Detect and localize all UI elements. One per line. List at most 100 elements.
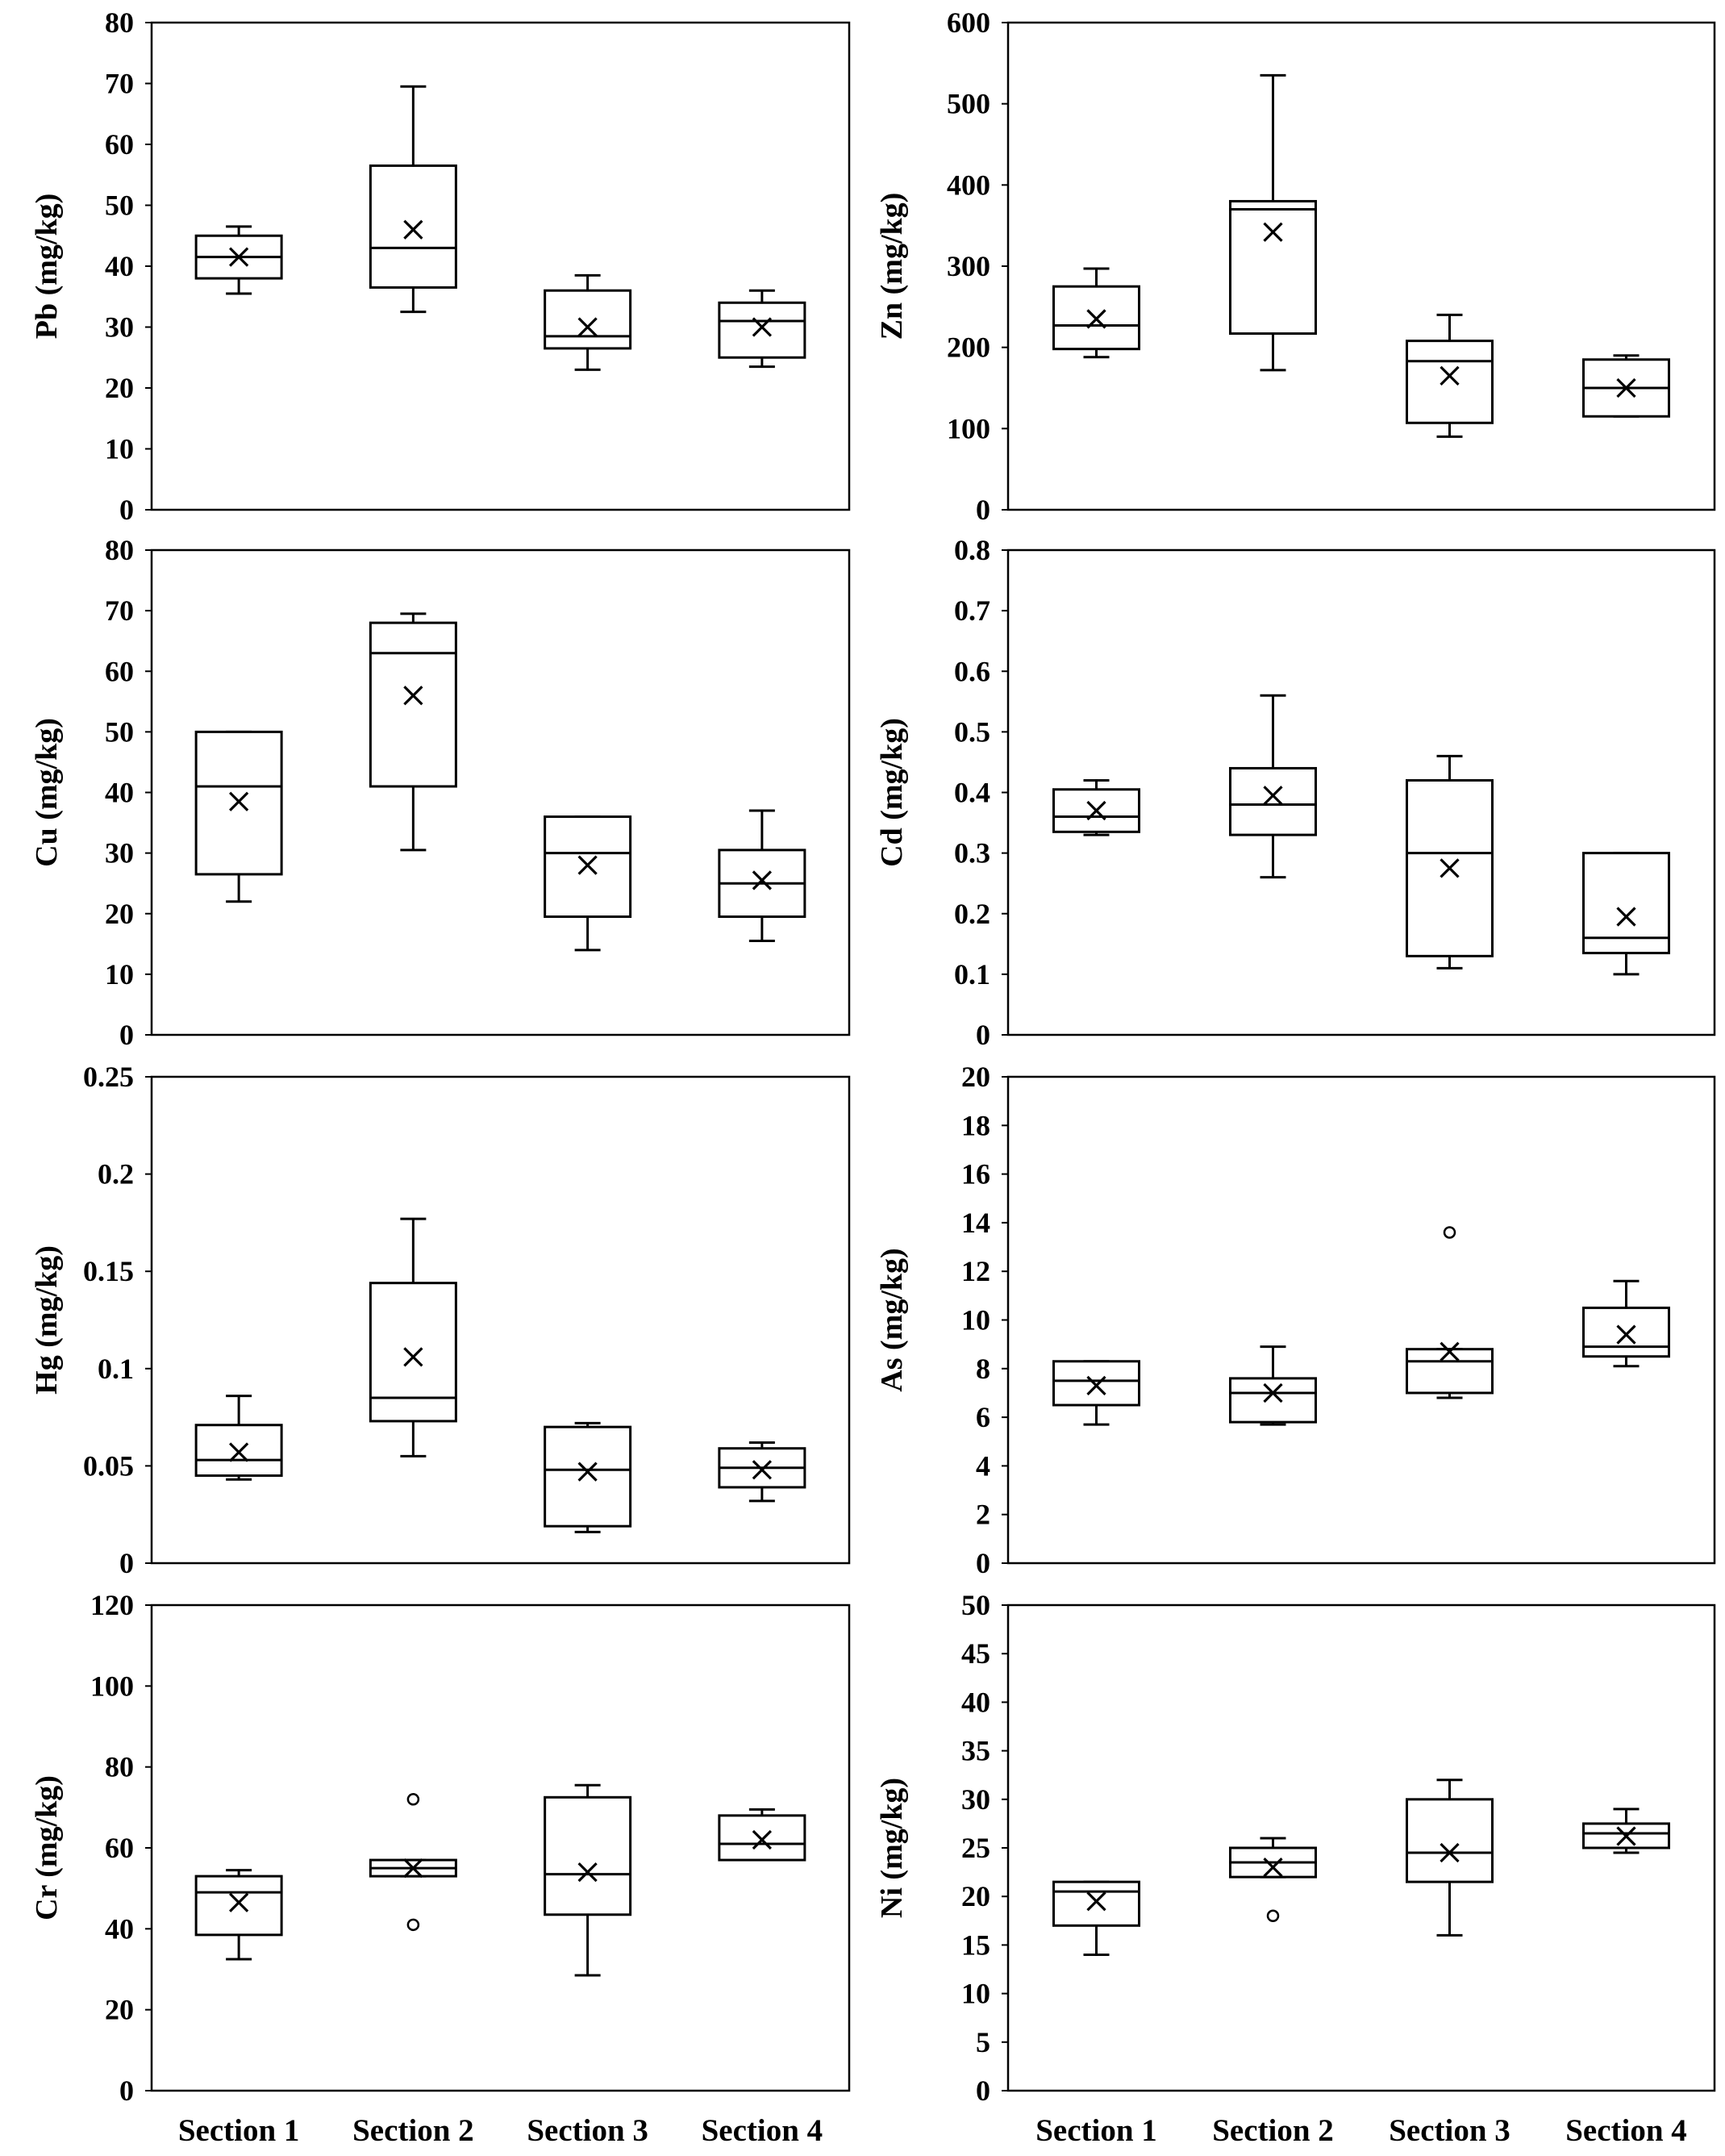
- box-section-3: [544, 273, 632, 371]
- box-section-2: [369, 612, 457, 852]
- y-tick-label: 10: [961, 1978, 990, 2010]
- mean-marker: [1086, 1375, 1106, 1396]
- y-tick-label: 0: [976, 2075, 990, 2107]
- mean-marker: [1616, 377, 1636, 398]
- y-axis-label: Hg (mg/kg): [30, 1245, 64, 1395]
- x-category-label: Section 2: [352, 2113, 474, 2148]
- iqr-box: [1406, 1798, 1494, 1883]
- iqr-box: [194, 1875, 283, 1937]
- mean-marker: [752, 317, 773, 337]
- mean-marker: [1086, 309, 1106, 329]
- y-tick-label: 16: [961, 1158, 990, 1191]
- y-tick-label: 0: [976, 1019, 990, 1051]
- mean-marker: [228, 247, 249, 267]
- mean-marker: [1263, 786, 1283, 806]
- y-axis-label: Ni (mg/kg): [875, 1778, 909, 1918]
- box-section-1: [1052, 1360, 1140, 1426]
- box-section-4: [718, 289, 806, 369]
- mean-marker: [752, 1460, 773, 1480]
- y-tick-label: 80: [105, 1751, 134, 1783]
- box-section-1: [194, 225, 283, 295]
- iqr-box: [718, 1814, 806, 1862]
- box-section-1: [1052, 267, 1140, 359]
- box-section-3: [544, 1783, 632, 1977]
- y-tick-label: 400: [947, 169, 990, 201]
- plot-frame: [150, 1075, 851, 1565]
- box-section-3: [1406, 313, 1494, 438]
- box-section-4: [1582, 852, 1670, 976]
- y-axis-label: Cr (mg/kg): [30, 1775, 64, 1920]
- box-section-4: [718, 1808, 806, 1862]
- y-tick-label: 0.8: [954, 534, 990, 566]
- iqr-box: [194, 1424, 283, 1477]
- y-tick-label: 0: [119, 1547, 134, 1579]
- iqr-box: [1406, 1348, 1494, 1395]
- mean-marker: [403, 686, 423, 706]
- mean-marker: [403, 1347, 423, 1367]
- panel-cu: 0 10 20 30 40 50 60 70 80 Cu (mg/kg): [30, 534, 851, 1051]
- iqr-box: [1582, 1822, 1670, 1849]
- mean-marker: [577, 855, 598, 875]
- y-tick-label: 40: [105, 1912, 134, 1945]
- panel-zn: 0 100 200 300 400 500 600 Zn (mg/kg): [875, 6, 1716, 526]
- box-section-1: [194, 1395, 283, 1481]
- mean-marker: [1086, 1891, 1106, 1912]
- y-axis-label: Pb (mg/kg): [30, 194, 64, 340]
- iqr-box: [1582, 1306, 1670, 1358]
- mean-marker: [1440, 858, 1460, 878]
- y-tick-label: 12: [961, 1255, 990, 1287]
- box-section-4: [1582, 354, 1670, 418]
- y-tick-label: 60: [105, 1832, 134, 1864]
- y-tick-label: 6: [976, 1401, 990, 1433]
- mean-marker: [752, 870, 773, 890]
- box-section-3: [1406, 1226, 1494, 1399]
- y-tick-label: 20: [105, 1994, 134, 2026]
- y-tick-label: 35: [961, 1735, 990, 1767]
- y-tick-label: 0.2: [954, 898, 990, 930]
- y-tick-label: 45: [961, 1637, 990, 1670]
- iqr-box: [544, 1795, 632, 1916]
- x-category-label: Section 4: [1565, 2113, 1687, 2148]
- y-tick-label: 50: [105, 715, 134, 748]
- y-tick-label: 0.1: [954, 958, 990, 990]
- box-section-2: [369, 1793, 457, 1932]
- y-tick-label: 0: [119, 1019, 134, 1051]
- y-tick-label: 50: [105, 190, 134, 222]
- panel-hg: 0 0.05 0.1 0.15 0.2 0.25 Hg (mg/kg): [30, 1061, 851, 1579]
- y-axis-label: Cd (mg/kg): [875, 718, 909, 867]
- mean-marker: [752, 1829, 773, 1850]
- y-tick-label: 2: [976, 1499, 990, 1531]
- y-tick-label: 30: [105, 311, 134, 344]
- plot-frame: [1006, 21, 1716, 511]
- mean-marker: [1616, 907, 1636, 927]
- y-axis-label: Zn (mg/kg): [875, 193, 909, 340]
- y-tick-label: 18: [961, 1109, 990, 1141]
- mean-marker: [1616, 1324, 1636, 1345]
- iqr-box: [544, 1425, 632, 1528]
- y-tick-label: 10: [105, 433, 134, 465]
- iqr-box: [1052, 1360, 1140, 1407]
- mean-marker: [1263, 1382, 1283, 1403]
- mean-marker: [1440, 1341, 1460, 1362]
- panel-as: 0 2 4 6 8 10 12 14 16 18 20 As (mg/kg): [875, 1061, 1716, 1579]
- y-tick-label: 50: [961, 1589, 990, 1621]
- iqr-box: [1052, 1880, 1140, 1927]
- iqr-box: [369, 1282, 457, 1423]
- box-section-4: [1582, 1808, 1670, 1854]
- box-section-3: [544, 1421, 632, 1533]
- y-tick-label: 40: [961, 1686, 990, 1718]
- y-tick-label: 80: [105, 6, 134, 39]
- y-tick-label: 10: [105, 958, 134, 990]
- y-tick-label: 30: [105, 837, 134, 869]
- y-tick-label: 0.25: [83, 1061, 134, 1093]
- y-tick-label: 60: [105, 655, 134, 687]
- mean-marker: [1440, 365, 1460, 386]
- mean-marker: [1086, 800, 1106, 821]
- x-category-label: Section 1: [1035, 2113, 1157, 2148]
- y-tick-label: 0.5: [954, 715, 990, 748]
- y-tick-label: 0.1: [98, 1353, 134, 1385]
- iqr-box: [1052, 285, 1140, 351]
- panel-pb: 0 10 20 30 40 50 60 70 80 Pb (mg/kg): [30, 6, 851, 526]
- y-tick-label: 4: [976, 1449, 990, 1482]
- y-tick-label: 70: [105, 68, 134, 100]
